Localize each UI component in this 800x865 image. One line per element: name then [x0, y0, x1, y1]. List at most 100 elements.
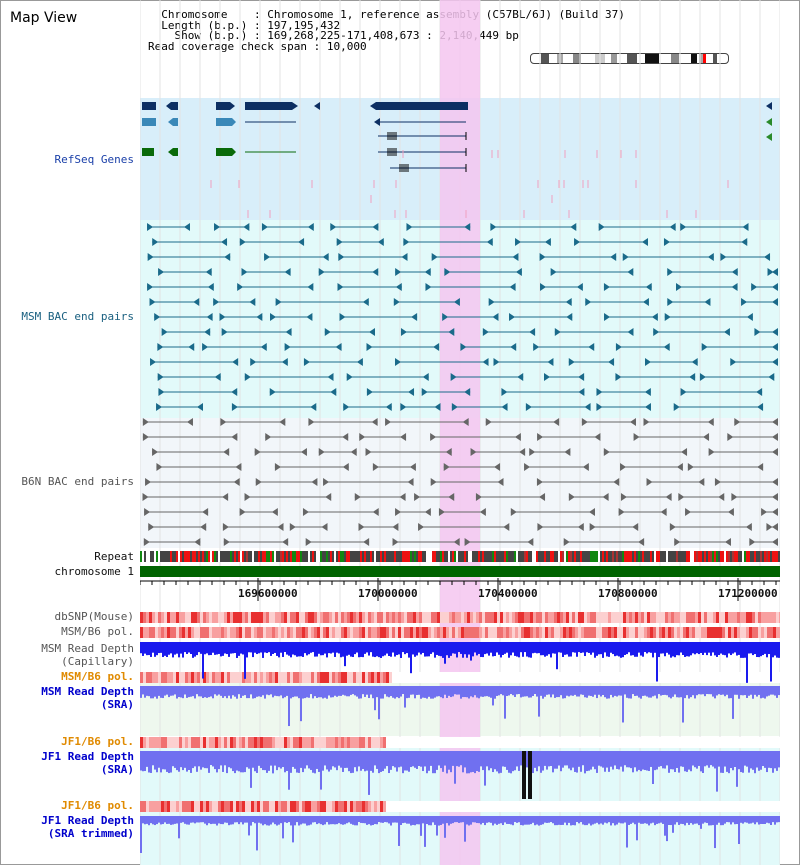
depth-bar: [202, 751, 204, 768]
bac-end: [231, 433, 238, 441]
bac-end: [772, 523, 778, 531]
repeat-bar: [452, 551, 454, 562]
repeat-bar: [152, 551, 154, 562]
depth-bar: [384, 642, 386, 656]
heat-strip: [533, 801, 536, 812]
depth-bar: [378, 642, 380, 658]
heat-strip: [320, 672, 323, 683]
depth-bar: [738, 816, 740, 844]
heat-strip: [146, 672, 149, 683]
repeat-bar: [516, 551, 518, 562]
repeat-bar: [314, 551, 316, 562]
bac-end: [603, 448, 610, 456]
depth-bar: [758, 751, 760, 771]
repeat-bar: [534, 551, 536, 562]
depth-bar: [656, 642, 658, 682]
depth-bar: [420, 642, 422, 655]
bac-end: [444, 268, 451, 276]
depth-bar: [726, 642, 728, 658]
bac-end: [285, 328, 292, 336]
heat-strip: [482, 672, 485, 683]
heat-strip: [479, 737, 482, 748]
repeat-bar: [432, 551, 434, 562]
depth-bar: [466, 751, 468, 774]
depth-bar: [382, 816, 384, 823]
depth-bar: [232, 686, 234, 696]
depth-bar: [226, 751, 228, 774]
depth-bar: [662, 816, 664, 824]
repeat-bar: [720, 551, 722, 562]
heat-strip: [536, 801, 539, 812]
depth-bar: [198, 686, 200, 697]
depth-bar: [294, 642, 296, 656]
repeat-bar: [246, 551, 248, 562]
depth-bar: [408, 751, 410, 772]
depth-bar: [752, 816, 754, 823]
heat-strip: [275, 737, 278, 748]
depth-bar: [746, 686, 748, 698]
heat-strip: [353, 672, 356, 683]
heat-strip: [341, 737, 344, 748]
heat-strip: [776, 612, 779, 623]
heat-strip: [743, 672, 746, 683]
depth-bar: [262, 686, 264, 696]
repeat-bar: [690, 551, 692, 562]
depth-bar: [564, 816, 566, 823]
depth-bar: [774, 751, 776, 769]
repeat-bar: [740, 551, 742, 562]
heat-strip: [467, 801, 470, 812]
depth-bar: [388, 642, 390, 656]
heat-strip: [146, 612, 149, 623]
heat-strip: [536, 612, 539, 623]
depth-bar: [232, 816, 234, 825]
repeat-bar: [656, 551, 658, 562]
repeat-bar: [336, 551, 338, 562]
depth-bar: [684, 686, 686, 699]
heat-strip: [560, 612, 563, 623]
genome-plot-area[interactable]: [140, 0, 780, 865]
repeat-bar: [426, 551, 428, 562]
repeat-bar: [672, 551, 674, 562]
heat-strip: [704, 737, 707, 748]
bac-end: [727, 508, 734, 516]
repeat-bar: [446, 551, 448, 562]
heat-strip: [710, 612, 713, 623]
heat-strip: [410, 737, 413, 748]
depth-bar: [756, 686, 758, 697]
depth-bar: [570, 642, 572, 657]
heat-strip: [341, 627, 344, 638]
bac-end: [564, 448, 571, 456]
depth-bar: [492, 816, 494, 826]
heat-strip: [644, 627, 647, 638]
heat-strip: [455, 612, 458, 623]
depth-bar: [364, 686, 366, 697]
bac-end: [517, 373, 524, 381]
bac-end: [158, 388, 165, 396]
depth-bar: [582, 642, 584, 653]
depth-bar: [698, 816, 700, 826]
heat-strip: [290, 612, 293, 623]
depth-bar: [544, 686, 546, 697]
depth-bar: [592, 751, 594, 767]
depth-bar: [542, 751, 544, 771]
heat-strip: [164, 627, 167, 638]
heat-strip: [413, 672, 416, 683]
repeat-bar: [768, 551, 770, 562]
depth-bar: [688, 642, 690, 657]
depth-bar: [714, 816, 716, 849]
depth-bar: [206, 686, 208, 698]
depth-bar: [400, 816, 402, 825]
bac-end: [582, 463, 589, 471]
bac-end: [400, 403, 407, 411]
depth-bar: [178, 816, 180, 839]
depth-bar: [396, 642, 398, 656]
depth-bar: [278, 751, 280, 768]
heat-strip: [518, 612, 521, 623]
bac-end: [154, 313, 161, 321]
depth-bar: [376, 751, 378, 769]
heat-strip: [626, 672, 629, 683]
heat-strip: [755, 737, 758, 748]
depth-bar: [192, 816, 194, 823]
bac-end: [222, 493, 229, 501]
heat-strip: [350, 627, 353, 638]
